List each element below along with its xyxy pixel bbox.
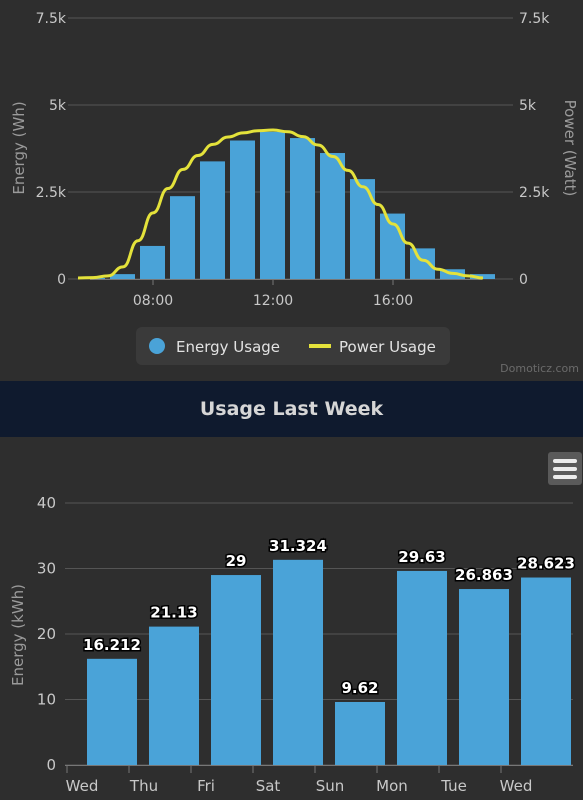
y2-tick-label: 7.5k <box>519 11 550 27</box>
week-bar <box>335 701 385 765</box>
x-tick-label: Mon <box>376 777 408 795</box>
week-bar <box>273 559 323 765</box>
x-tick-label: Wed <box>66 777 99 795</box>
energy-bar <box>200 161 225 279</box>
x-tick-label: 08:00 <box>133 293 173 309</box>
x-tick-label: 16:00 <box>373 293 413 309</box>
legend-swatch-energy <box>149 338 165 354</box>
week-header: Usage Last Week <box>0 381 583 437</box>
data-label: 16.212 <box>83 636 141 654</box>
credits-link[interactable]: Domoticz.com <box>500 362 579 375</box>
week-bar <box>149 626 199 765</box>
y-tick-label: 30 <box>37 560 56 578</box>
hamburger-menu-icon <box>553 458 577 463</box>
x-tick-label: Sat <box>256 777 281 795</box>
week-bar <box>87 658 137 765</box>
data-label: 31.324 <box>269 537 327 555</box>
data-label: 9.62 <box>341 679 378 697</box>
x-tick-label: Tue <box>440 777 467 795</box>
data-label: 28.623 <box>517 555 575 573</box>
data-label: 26.863 <box>455 566 513 584</box>
daily-energy-power-chart: 0 2.5k 5k 7.5k 0 2.5k 5k 7.5k 08:00 12:00 16:00 Ene… <box>10 11 579 365</box>
energy-bar <box>260 131 285 279</box>
energy-bar <box>110 274 135 279</box>
data-label: 29 <box>226 552 247 570</box>
week-bar <box>459 589 509 765</box>
x-tick-label: 12:00 <box>253 293 293 309</box>
data-label: 29.63 <box>398 548 445 566</box>
y-axis-title: Energy (Wh) <box>10 101 28 194</box>
y-tick-label: 0 <box>57 272 66 288</box>
energy-bar <box>170 196 195 279</box>
legend-label-energy: Energy Usage <box>176 338 280 356</box>
energy-bar <box>140 245 165 279</box>
y-tick-label: 0 <box>46 756 56 774</box>
legend-label-power: Power Usage <box>339 338 436 356</box>
y2-tick-label: 2.5k <box>519 185 550 201</box>
legend-box <box>136 327 450 365</box>
chart-menu-button[interactable] <box>548 452 582 485</box>
x-tick-label: Thu <box>129 777 158 795</box>
x-tick-label: Fri <box>197 777 215 795</box>
y2-tick-label: 5k <box>519 98 537 114</box>
week-bar <box>521 577 571 765</box>
y2-axis-title: Power (Watt) <box>561 100 579 197</box>
y-tick-label: 10 <box>37 691 56 709</box>
energy-bar <box>230 140 255 279</box>
y-tick-label: 20 <box>37 625 56 643</box>
weekly-energy-chart: 0 10 20 30 40 16.212 Wed 21.13 Thu 29 Fri 31.324 Sat… <box>9 494 576 795</box>
week-bar <box>211 575 261 765</box>
x-tick-label: Wed <box>500 777 533 795</box>
y-tick-label: 40 <box>37 494 56 512</box>
y-tick-label: 5k <box>49 98 67 114</box>
data-label: 21.13 <box>150 604 197 622</box>
y-axis-title: Energy (kWh) <box>9 584 27 686</box>
power-line <box>77 128 484 280</box>
week-title: Usage Last Week <box>199 398 384 420</box>
y2-tick-label: 0 <box>519 272 528 288</box>
energy-bar <box>320 153 345 279</box>
week-bar <box>397 570 447 765</box>
y-tick-label: 7.5k <box>36 11 67 27</box>
x-tick-label: Sun <box>316 777 345 795</box>
energy-bar <box>290 138 315 279</box>
y-tick-label: 2.5k <box>36 185 67 201</box>
